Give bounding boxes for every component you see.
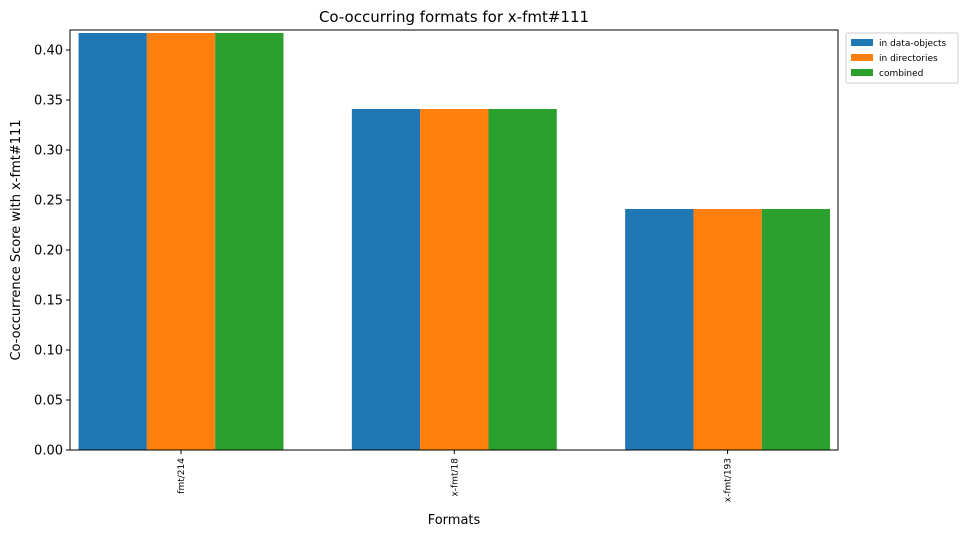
bar-0-1 [351, 109, 421, 450]
y-tick-label: 0.00 [34, 444, 63, 459]
y-axis: 0.00 0.05 0.10 0.15 0.20 0.25 0.30 0.35 0.40 [34, 44, 70, 459]
plot-area [78, 33, 831, 450]
x-tick-label: x-fmt/193 [724, 458, 734, 502]
x-axis-title: Formats [428, 513, 481, 528]
legend: in data-objects in directories combined [845, 32, 959, 84]
x-tick-label: x-fmt/18 [450, 458, 460, 497]
y-tick-label: 0.20 [34, 244, 63, 259]
chart-title: Co-occurring formats for x-fmt#111 [319, 8, 589, 26]
y-tick-label: 0.30 [34, 144, 63, 159]
y-tick-label: 0.35 [34, 94, 63, 109]
bar-1-0 [146, 33, 216, 450]
legend-swatch-1 [851, 54, 873, 61]
bar-2-2 [761, 209, 831, 450]
y-tick-label: 0.40 [34, 44, 63, 59]
y-axis-title: Co-occurrence Score with x-fmt#111 [9, 119, 24, 360]
y-tick-label: 0.15 [34, 294, 63, 309]
bar-2-0 [215, 33, 284, 450]
y-tick-label: 0.05 [34, 394, 63, 409]
legend-swatch-2 [851, 69, 873, 76]
legend-label-1: in directories [879, 54, 938, 64]
y-tick-label: 0.10 [34, 344, 63, 359]
x-tick-label: fmt/214 [177, 458, 187, 494]
legend-label-2: combined [879, 69, 923, 79]
legend-label-0: in data-objects [879, 39, 946, 49]
bar-0-2 [625, 209, 694, 450]
bar-1-1 [420, 109, 489, 450]
bar-1-2 [693, 209, 762, 450]
bar-0-0 [78, 33, 147, 450]
bar-2-1 [488, 109, 557, 450]
x-axis: fmt/214 x-fmt/18 x-fmt/193 [177, 450, 734, 502]
legend-swatch-0 [851, 39, 873, 46]
y-tick-label: 0.25 [34, 194, 63, 209]
legend-frame [845, 32, 959, 84]
